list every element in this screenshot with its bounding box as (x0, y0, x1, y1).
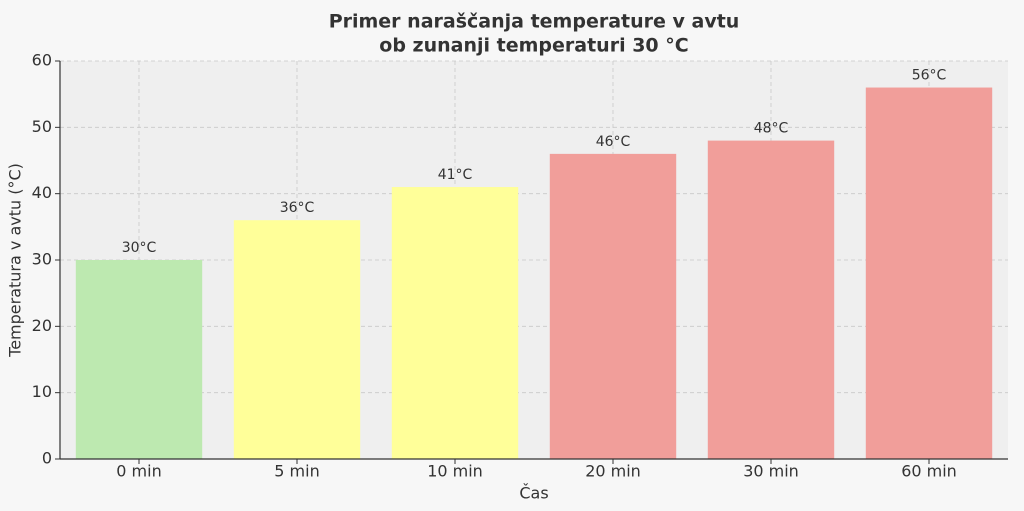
chart-title: ob zunanji temperaturi 30 °C (379, 35, 688, 57)
chart-title: Primer naraščanja temperature v avtu (329, 11, 740, 33)
data-label: 36°C (280, 200, 315, 216)
y-tick-label: 10 (32, 382, 52, 401)
data-label: 56°C (912, 68, 947, 84)
x-tick-label: 10 min (427, 462, 483, 481)
bar (75, 260, 203, 459)
bar (549, 153, 677, 459)
x-axis-label: Čas (519, 484, 548, 503)
y-tick-label: 0 (42, 449, 52, 468)
bar (707, 140, 835, 459)
data-label: 41°C (438, 167, 473, 183)
x-tick-label: 60 min (901, 462, 957, 481)
y-tick-label: 20 (32, 316, 52, 335)
x-tick-label: 20 min (585, 462, 641, 481)
y-tick-label: 40 (32, 183, 52, 202)
x-tick-label: 5 min (274, 462, 319, 481)
bar (865, 87, 993, 460)
bar (391, 187, 519, 460)
x-tick-label: 0 min (116, 462, 161, 481)
y-tick-label: 60 (32, 51, 52, 70)
y-tick-label: 50 (32, 117, 52, 136)
data-label: 48°C (754, 121, 789, 137)
data-label: 30°C (122, 240, 157, 256)
y-tick-label: 30 (32, 250, 52, 269)
plot-area (60, 61, 1008, 459)
bars (75, 87, 993, 460)
x-tick-label: 30 min (743, 462, 799, 481)
y-axis-label: Temperatura v avtu (°C) (6, 163, 25, 358)
bar (233, 220, 361, 459)
data-label: 46°C (596, 134, 631, 150)
